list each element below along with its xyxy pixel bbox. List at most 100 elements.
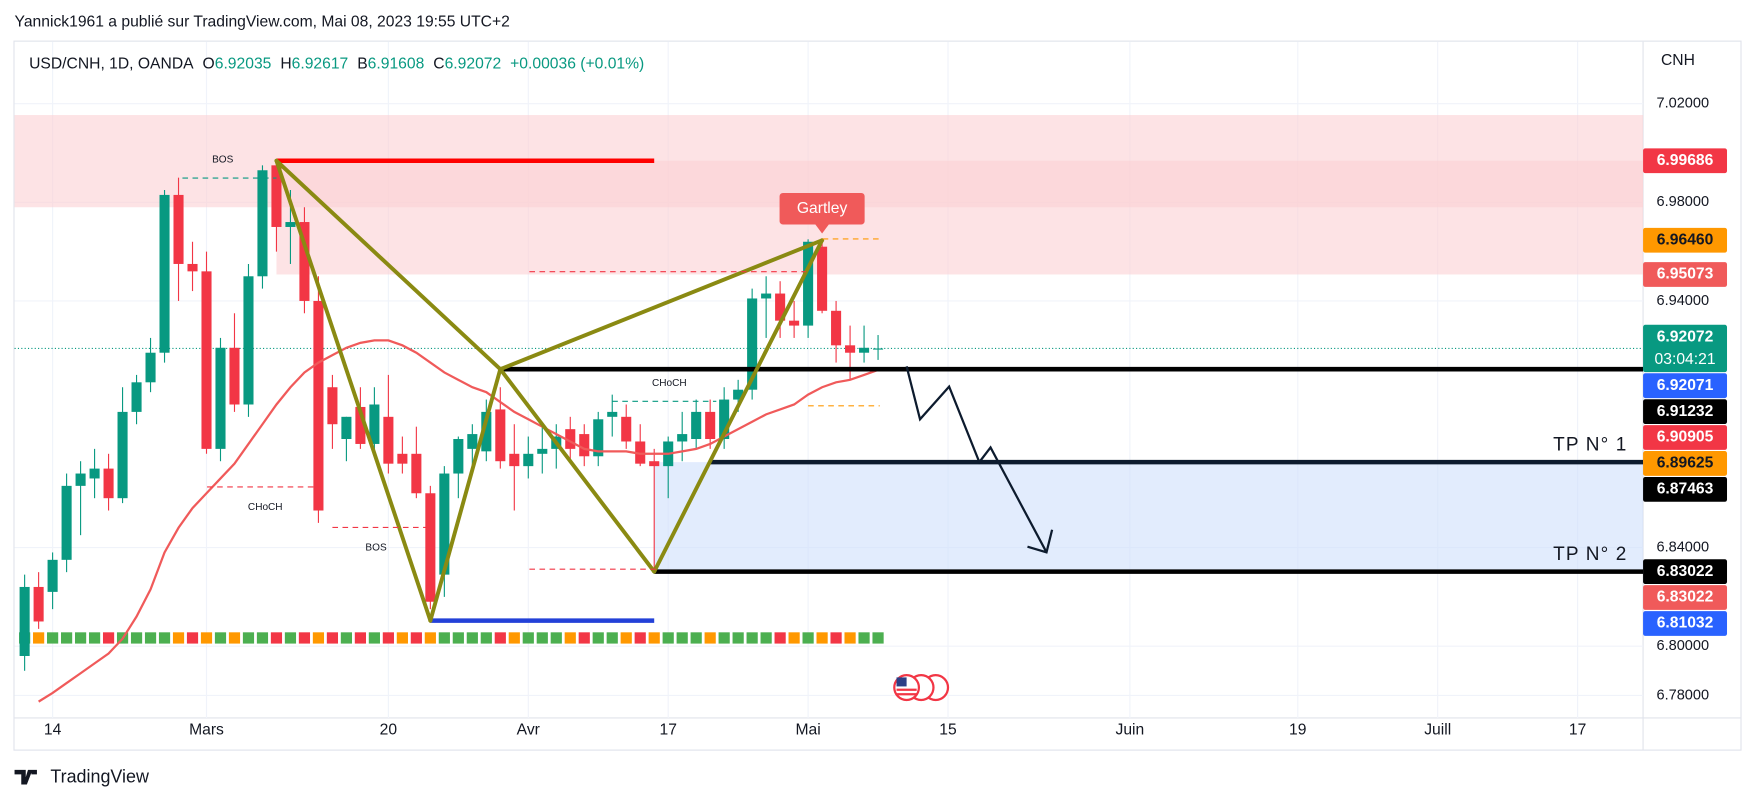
x-tick-label: Juill — [1424, 721, 1451, 738]
price-badge-label: 6.81032 — [1657, 615, 1714, 632]
indicator-square — [466, 632, 478, 644]
candle-body — [19, 586, 30, 656]
candle-body — [719, 399, 730, 440]
projection-arrow — [905, 366, 1048, 553]
indicator-square — [33, 632, 45, 644]
ohlc-key: C — [433, 55, 444, 72]
price-badge-label: 6.83022 — [1657, 589, 1714, 606]
zone — [276, 160, 1644, 275]
candle-body — [859, 347, 870, 353]
candle-body — [733, 389, 744, 400]
indicator-square — [396, 632, 408, 644]
candle-body — [831, 310, 842, 346]
x-tick-label: 15 — [939, 721, 957, 738]
countdown: 03:04:21 — [1655, 351, 1716, 368]
pattern-label-pointer — [815, 224, 829, 234]
indicator-square — [704, 632, 716, 644]
candle-body — [425, 493, 436, 602]
indicator-square — [200, 632, 213, 644]
price-badge-label: 6.99686 — [1657, 152, 1714, 169]
pattern-leg — [498, 367, 657, 574]
indicator-square — [340, 632, 353, 644]
indicator-square — [214, 632, 227, 644]
price-badge — [1643, 559, 1728, 585]
indicator-square — [578, 632, 590, 644]
indicator-square — [746, 632, 758, 644]
indicator-square — [172, 632, 185, 644]
candle-body — [649, 461, 660, 467]
indicator-square — [354, 632, 366, 644]
ohlc-key: O — [203, 55, 215, 72]
indicator-square — [816, 632, 828, 644]
indicator-square — [718, 632, 730, 644]
candle-body — [243, 276, 254, 405]
candle-body — [439, 473, 450, 575]
x-tick-label: Juin — [1116, 721, 1145, 738]
price-badge — [1643, 425, 1728, 450]
ohlc-key: B — [357, 55, 367, 72]
price-badge — [1643, 451, 1728, 476]
candle-body — [33, 586, 44, 622]
indicator-square — [788, 632, 800, 644]
indicator-square — [676, 632, 688, 644]
ohlc-value: 6.91608 — [368, 55, 425, 72]
candle-body — [747, 298, 758, 390]
plot-layer: TP N° 1 TP N° 2 Gartley — [19, 158, 1644, 703]
flag-canton — [896, 677, 907, 687]
indicator-square — [158, 632, 171, 644]
indicator-square — [60, 632, 73, 644]
pattern-leg — [428, 367, 503, 623]
level-label: TP N° 2 — [1553, 544, 1627, 565]
x-tick-label: 20 — [380, 721, 398, 738]
indicator-square — [522, 632, 534, 644]
arrow-head — [1027, 529, 1054, 554]
logo-mark — [14, 769, 37, 785]
price-badge — [1643, 611, 1728, 636]
price-badge-label: 6.90905 — [1657, 429, 1714, 446]
indicator-square — [410, 632, 422, 644]
candle-body — [369, 404, 380, 444]
level-label: TP N° 1 — [1553, 434, 1627, 455]
indicator-square — [452, 632, 464, 644]
candle-body — [397, 453, 408, 464]
indicator-square — [830, 632, 842, 644]
indicator-square — [424, 632, 436, 644]
indicator-square — [620, 632, 632, 644]
candle-body — [845, 345, 856, 353]
ohlc-key: H — [280, 55, 291, 72]
candle-body — [313, 300, 324, 511]
price-badge — [1643, 476, 1728, 502]
candle-body — [775, 293, 786, 321]
candle-body — [145, 352, 156, 383]
symbol-line: USD/CNH, 1D, OANDA O6.92035 H6.92617 B6.916… — [29, 55, 644, 72]
price-badge — [1643, 399, 1728, 424]
candle-body — [621, 416, 632, 442]
candle-body — [873, 348, 884, 350]
indicator-square — [270, 632, 283, 644]
pattern-leg — [652, 238, 825, 574]
indicator-square — [438, 632, 450, 644]
x-tick-label: 19 — [1289, 721, 1306, 738]
price-badge-label: 6.87463 — [1657, 480, 1714, 497]
candle-body — [383, 416, 394, 464]
annotation: CHoCH — [248, 502, 283, 513]
x-tick-label: 17 — [1569, 721, 1586, 738]
candle-body — [411, 453, 422, 494]
indicator-square — [690, 632, 702, 644]
candle-body — [467, 434, 478, 449]
ohlc-value: 6.92035 — [215, 55, 272, 72]
price-badge-label: 6.83022 — [1657, 563, 1714, 580]
candle-body — [705, 411, 716, 440]
indicator-square — [242, 632, 255, 644]
price-badge-label: 6.91232 — [1657, 403, 1714, 420]
candle-body — [789, 320, 800, 326]
candle-body — [215, 347, 226, 449]
candle-body — [579, 434, 590, 457]
candle-body — [327, 387, 338, 425]
candle-body — [691, 411, 702, 440]
price-badge — [1643, 585, 1728, 610]
x-tick-label: 17 — [659, 721, 676, 738]
price-badge — [1643, 324, 1728, 373]
candle-body — [565, 429, 576, 449]
